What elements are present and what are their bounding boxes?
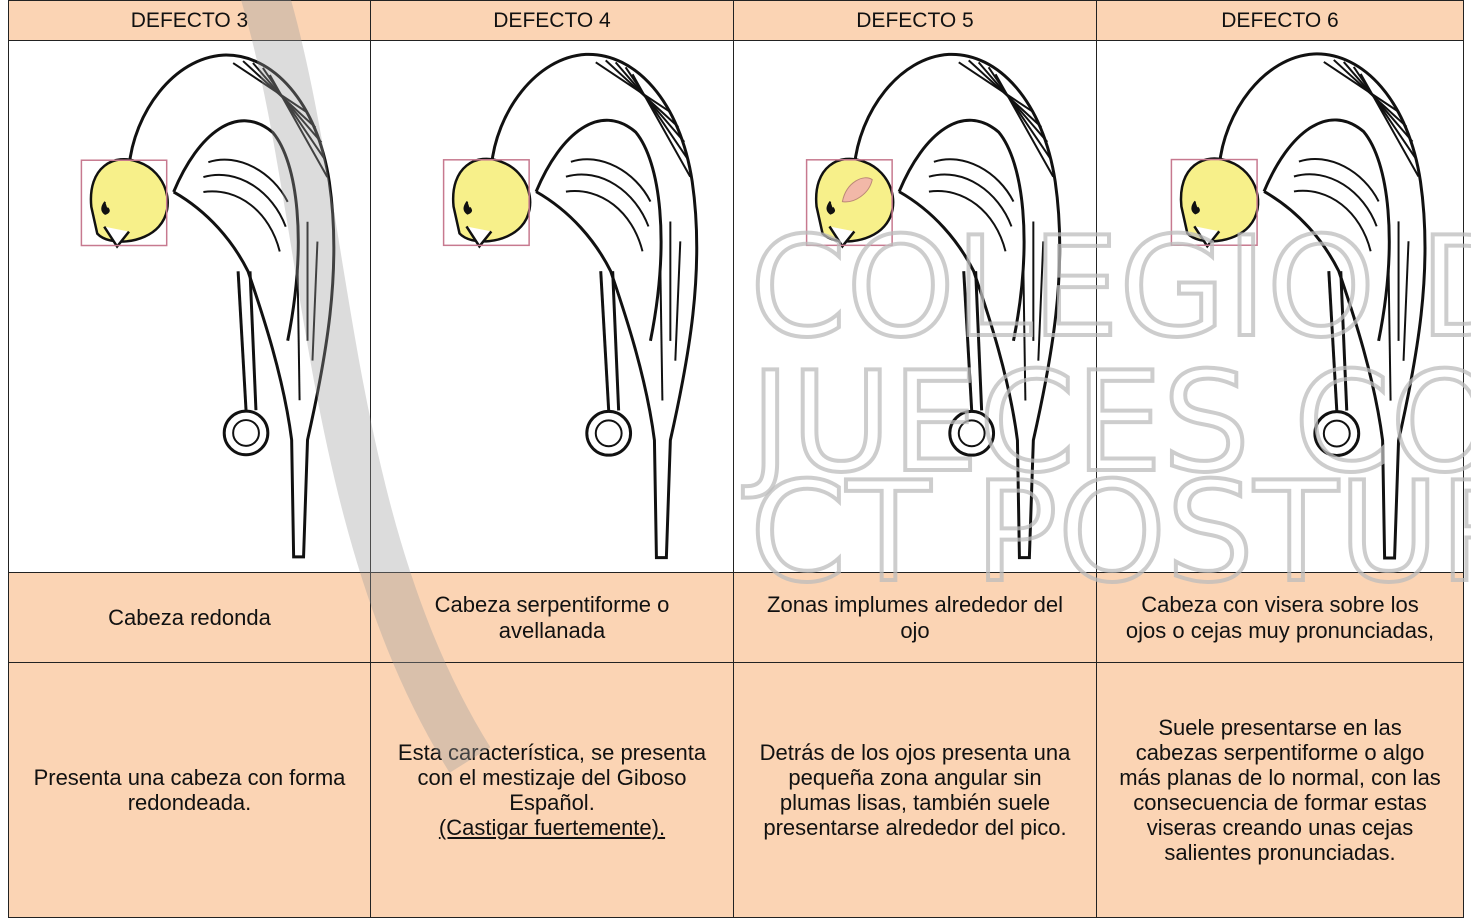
summary-text: Cabeza redonda [8,572,371,663]
detail-text: Presenta una cabeza con forma redondeada… [8,662,371,918]
bird-illustration [8,40,371,573]
summary: Cabeza con visera sobre los ojos o cejas… [1125,591,1435,643]
bird-drawing [372,42,733,572]
summary: Zonas implumes alrededor del ojo [767,591,1063,643]
detail-block: Detrás de los ojos presenta una pequeña … [752,740,1078,840]
detail-block: Presenta una cabeza con forma redondeada… [27,765,352,815]
bird-drawing [10,42,370,572]
summary-text: Cabeza con visera sobre los ojos o cejas… [1096,572,1464,663]
detail: Presenta una cabeza con forma redondeada… [33,765,346,815]
detail-note: (Castigar fuertemente). [438,815,666,840]
summary-text: Cabeza serpentiforme o avellanada [370,572,734,663]
detail-text: Suele presentarse en las cabezas serpent… [1096,662,1464,918]
detail-text: Detrás de los ojos presenta una pequeña … [733,662,1097,918]
summary: Cabeza redonda [108,604,271,630]
detail-block: Esta característica, se presenta con el … [389,740,715,840]
bird-drawing [1098,42,1463,572]
detail: Esta característica, se presenta con el … [397,740,707,815]
detail-text: Esta característica, se presenta con el … [370,662,734,918]
summary: Cabeza serpentiforme o avellanada [434,591,670,643]
detail: Detrás de los ojos presenta una pequeña … [759,740,1071,840]
detail: Suele presentarse en las cabezas serpent… [1119,715,1441,865]
column-header: DEFECTO 3 [8,0,371,41]
bird-illustration [1096,40,1464,573]
column-header: DEFECTO 5 [733,0,1097,41]
column-header: DEFECTO 4 [370,0,734,41]
column-header: DEFECTO 6 [1096,0,1464,41]
bird-drawing [735,42,1096,572]
detail-block: Suele presentarse en las cabezas serpent… [1115,715,1445,865]
bird-illustration [733,40,1097,573]
bird-illustration [370,40,734,573]
summary-text: Zonas implumes alrededor del ojo [733,572,1097,663]
